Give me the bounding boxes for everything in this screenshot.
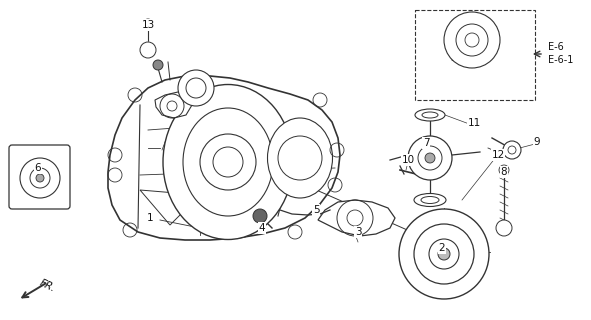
Circle shape [399, 209, 489, 299]
Text: 6: 6 [35, 163, 41, 173]
Text: 5: 5 [313, 205, 319, 215]
Circle shape [425, 153, 435, 163]
Text: 3: 3 [355, 227, 361, 237]
Circle shape [496, 220, 512, 236]
Text: 10: 10 [401, 155, 414, 165]
Circle shape [408, 136, 452, 180]
Circle shape [178, 70, 214, 106]
Polygon shape [108, 76, 340, 240]
Text: 13: 13 [141, 20, 155, 30]
Circle shape [36, 174, 44, 182]
Ellipse shape [163, 84, 293, 239]
Text: 7: 7 [423, 138, 429, 148]
Polygon shape [155, 92, 192, 118]
FancyBboxPatch shape [9, 145, 70, 209]
Text: 1: 1 [147, 213, 153, 223]
Circle shape [253, 209, 267, 223]
Text: E-6: E-6 [548, 42, 564, 52]
Text: 12: 12 [491, 150, 505, 160]
Circle shape [503, 141, 521, 159]
Text: 4: 4 [259, 223, 265, 233]
Circle shape [140, 42, 156, 58]
Circle shape [438, 248, 450, 260]
Text: E-6-1: E-6-1 [548, 55, 573, 65]
Ellipse shape [414, 194, 446, 206]
Text: 11: 11 [467, 118, 480, 128]
Text: 8: 8 [501, 167, 507, 177]
Ellipse shape [415, 109, 445, 121]
Ellipse shape [268, 118, 333, 198]
Circle shape [444, 12, 500, 68]
Polygon shape [318, 200, 395, 236]
Bar [415, 10, 535, 100]
Text: 2: 2 [439, 243, 445, 253]
Text: 9: 9 [534, 137, 540, 147]
Circle shape [153, 60, 163, 70]
Text: FR.: FR. [38, 278, 57, 294]
